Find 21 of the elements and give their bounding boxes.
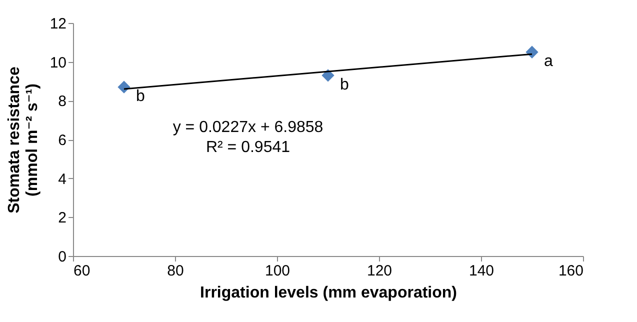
annotation: b (136, 88, 145, 106)
y-tick-label: 10 (50, 54, 66, 72)
y-tick-label: 6 (58, 132, 66, 149)
x-tick-label: 160 (558, 262, 584, 280)
annotation: R² = 0.9541 (206, 139, 290, 156)
x-tick-label: 80 (167, 262, 184, 280)
x-tick-label: 60 (74, 262, 90, 280)
y-tick-label: 8 (58, 93, 66, 110)
x-tick-label: 100 (264, 262, 290, 280)
annotation: y = 0.0227x + 6.9858 (172, 119, 324, 136)
y-tick-label: 12 (50, 16, 66, 32)
x-tick-label: 120 (366, 262, 392, 280)
annotation: a (544, 53, 553, 70)
x-axis-title: Irrigation levels (mm evaporation) (200, 284, 457, 302)
y-tick-label: 4 (58, 170, 66, 188)
x-tick-label: 140 (468, 262, 494, 280)
annotation: b (340, 76, 349, 94)
y-axis-title: Stomata resistance (mmol m⁻² s⁻¹) (6, 66, 41, 214)
point (526, 46, 538, 58)
y-tick-label: 2 (58, 210, 66, 227)
y-tick-label: 0 (58, 248, 66, 266)
